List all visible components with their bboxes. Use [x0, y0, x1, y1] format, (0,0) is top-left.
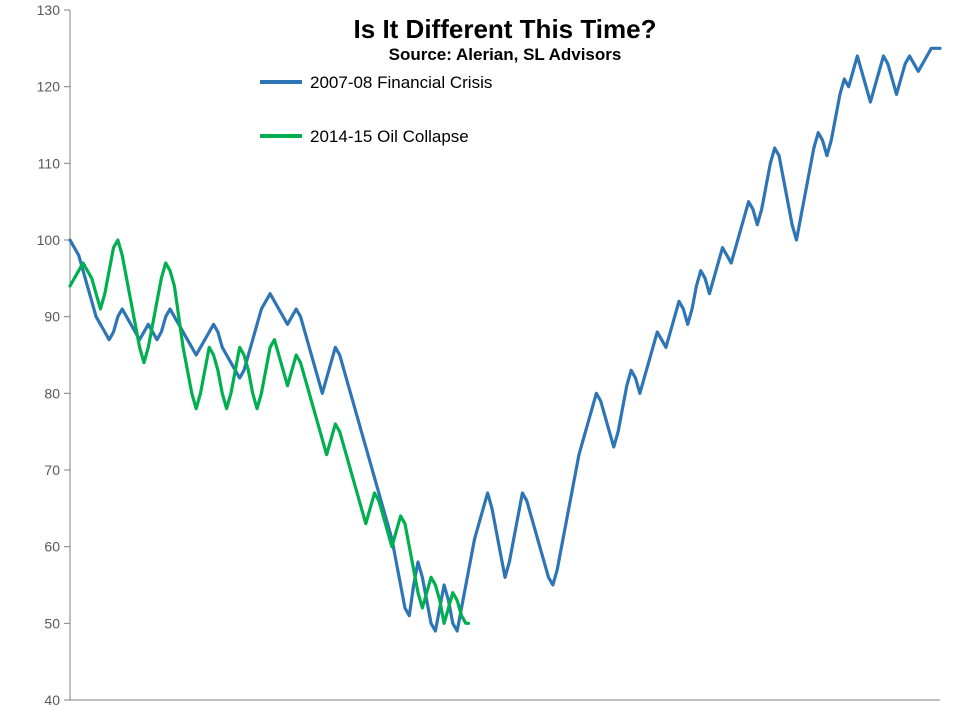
- y-tick-label: 70: [44, 462, 60, 478]
- line-chart: 40 50 60 70 80 90 100 110 120 130 Is It Different …: [0, 0, 960, 720]
- y-tick-label: 120: [37, 79, 61, 95]
- y-tick-label: 110: [38, 155, 61, 171]
- y-tick-label: 80: [44, 385, 60, 401]
- y-tick-label: 100: [37, 232, 61, 248]
- legend-label: 2014-15 Oil Collapse: [310, 127, 469, 146]
- y-tick-label: 60: [44, 539, 60, 555]
- axis-frame: [70, 10, 940, 700]
- series-line: [70, 48, 940, 631]
- y-tick-label: 130: [37, 2, 61, 18]
- y-tick-label: 40: [44, 692, 60, 708]
- chart-title: Is It Different This Time?: [354, 14, 657, 44]
- y-tick-label: 50: [44, 615, 60, 631]
- legend-label: 2007-08 Financial Crisis: [310, 73, 492, 92]
- y-tick-label: 90: [44, 309, 60, 325]
- chart-subtitle: Source: Alerian, SL Advisors: [389, 45, 622, 64]
